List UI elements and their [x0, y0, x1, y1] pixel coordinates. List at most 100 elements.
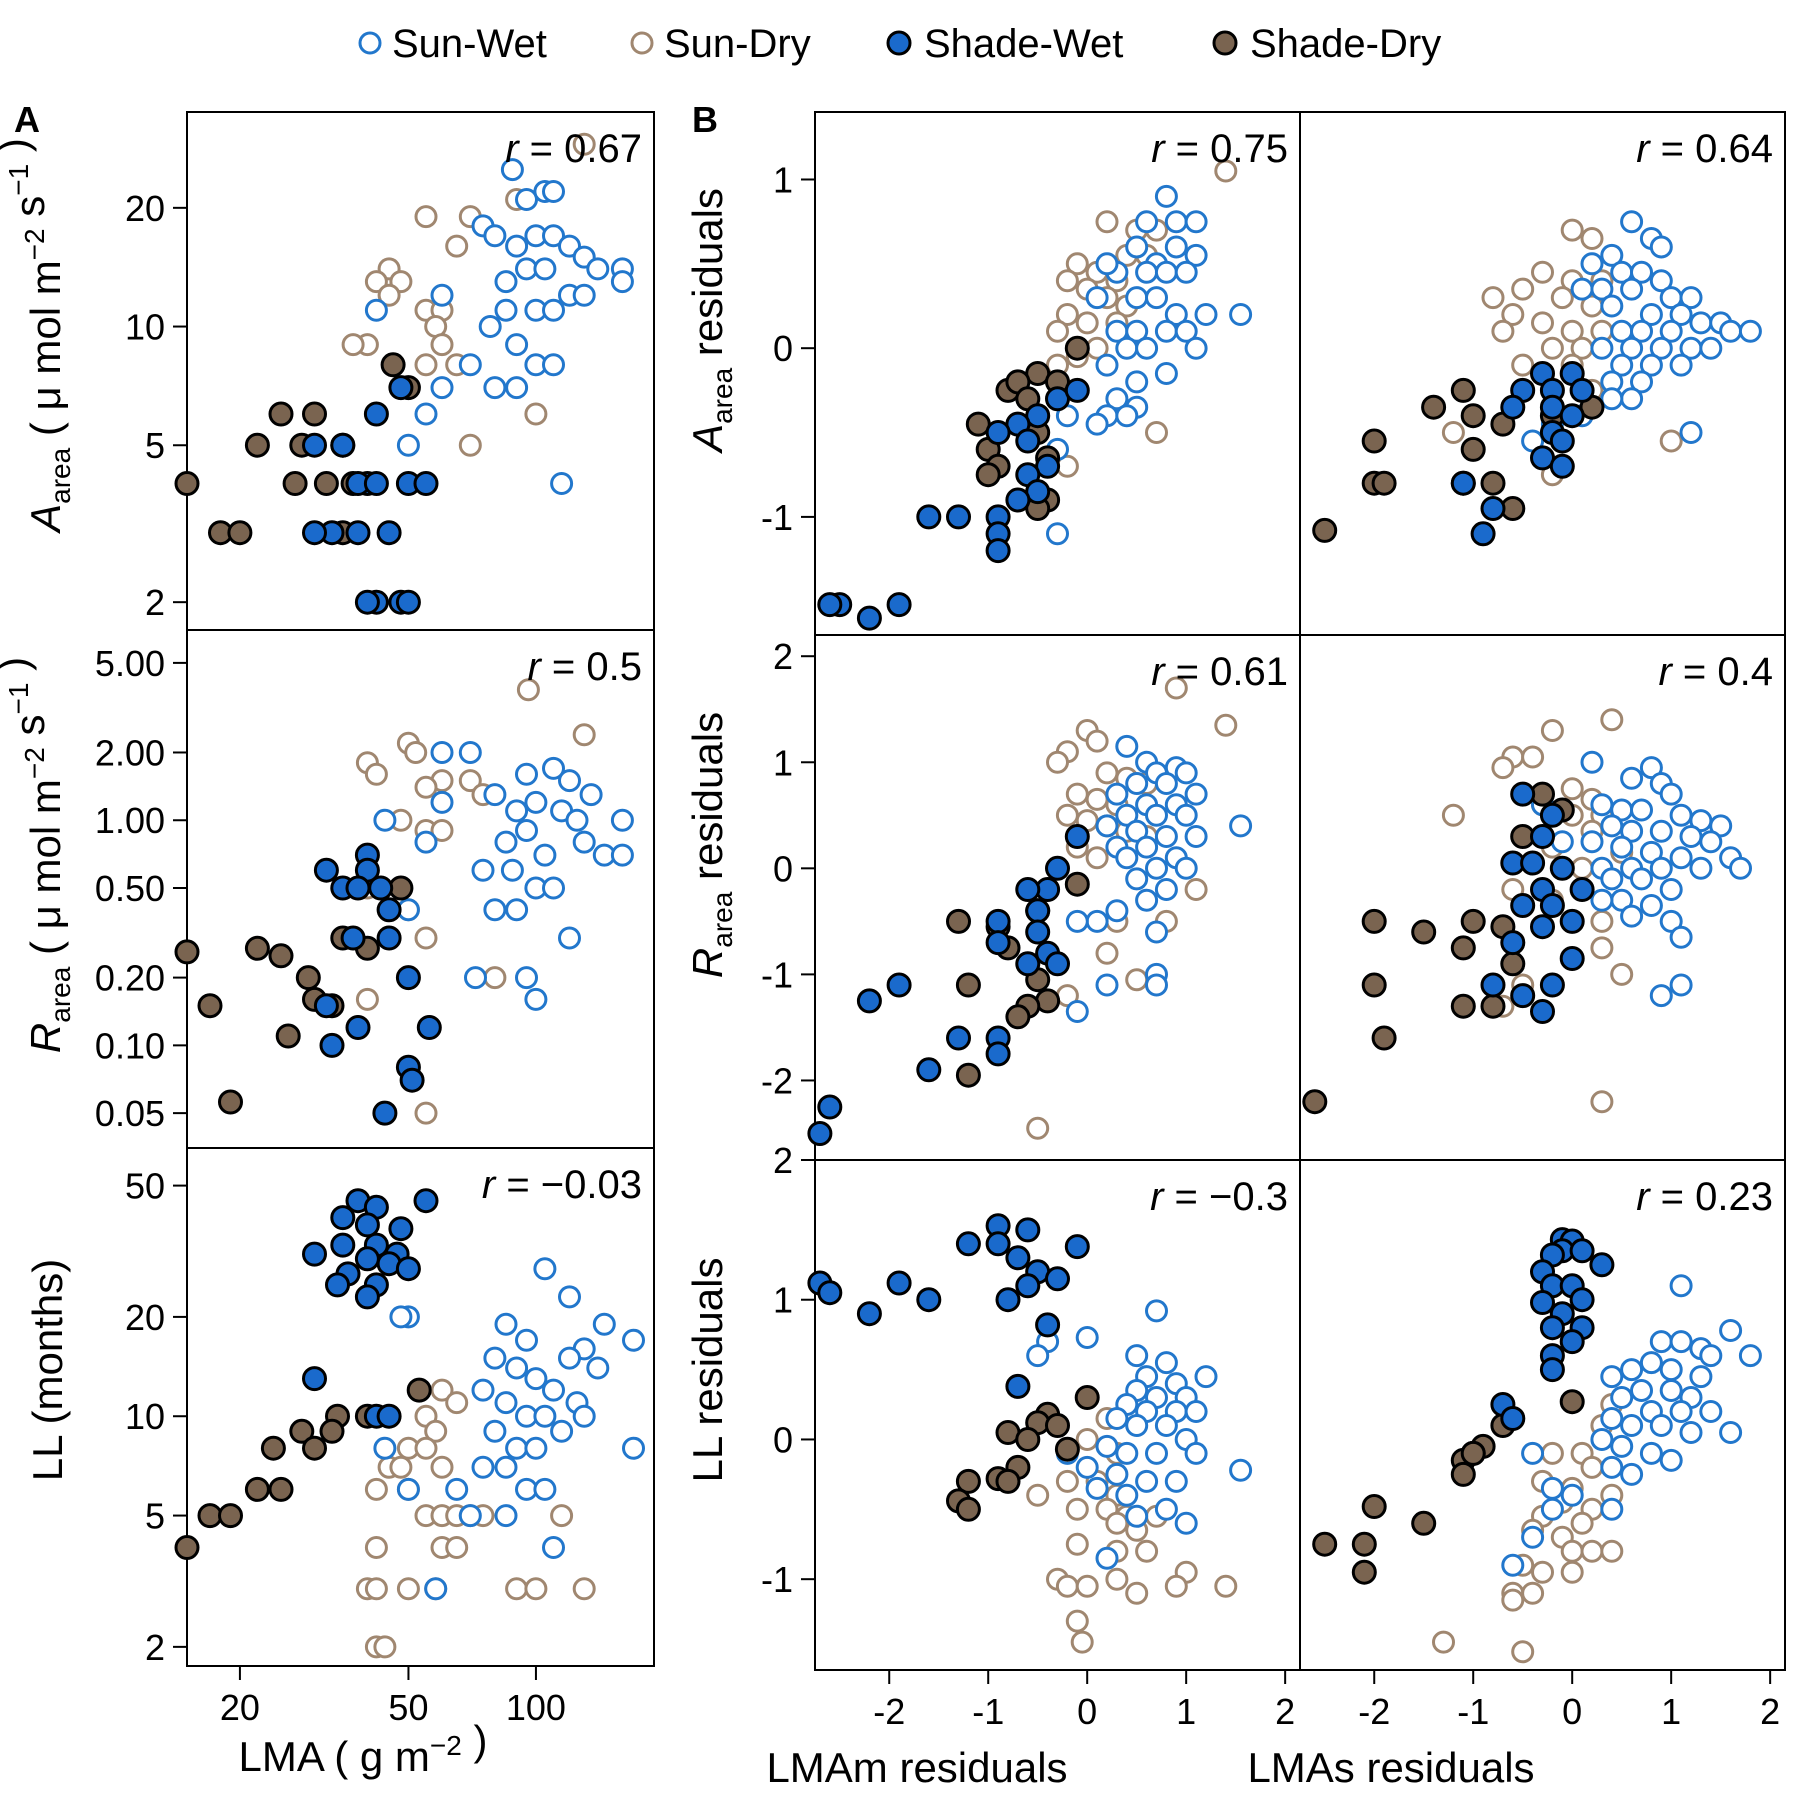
point-shade-dry — [244, 1476, 270, 1502]
point-sun-dry — [1540, 719, 1564, 742]
point-shade-wet — [1539, 1315, 1565, 1341]
point-sun-wet — [1125, 819, 1149, 843]
point-shade-wet — [354, 589, 380, 615]
point-shade-wet — [1480, 496, 1506, 521]
point-shade-wet — [856, 988, 882, 1014]
point-shade-dry — [1302, 1089, 1328, 1115]
r-annotation: r = 0.61 — [1151, 650, 1288, 694]
y-tick-label: 2.00 — [95, 732, 165, 773]
point-sun-wet — [505, 376, 529, 400]
point-shade-wet — [302, 520, 327, 546]
legend-item-shade-dry: Shade-Dry — [1212, 22, 1441, 66]
point-shade-wet — [376, 897, 402, 923]
point-shade-wet — [330, 1205, 356, 1231]
point-shade-wet — [376, 520, 402, 546]
point-shade-dry — [302, 401, 327, 427]
point-sun-wet — [1699, 336, 1723, 360]
point-sun-wet — [471, 1455, 495, 1479]
point-shade-wet — [363, 471, 389, 496]
point-shade-dry — [1450, 377, 1476, 403]
point-shade-dry — [1351, 1559, 1377, 1585]
point-sun-wet — [1738, 1344, 1762, 1368]
point-sun-wet — [373, 1436, 397, 1460]
point-sun-wet — [1184, 1400, 1208, 1423]
point-sun-wet — [1229, 303, 1253, 326]
point-sun-wet — [1154, 260, 1178, 284]
point-shade-wet — [1530, 1290, 1555, 1315]
point-sun-dry — [373, 1635, 397, 1659]
point-sun-wet — [1649, 269, 1673, 293]
point-sun-wet — [1659, 1448, 1683, 1472]
point-sun-wet — [430, 790, 454, 814]
point-sun-wet — [524, 790, 548, 814]
point-sun-dry — [445, 1391, 469, 1415]
point-sun-dry — [1590, 936, 1614, 960]
point-sun-wet — [1174, 761, 1198, 785]
y-tick-label: 0 — [773, 1419, 793, 1460]
point-shade-dry — [1312, 517, 1338, 543]
point-sun-wet — [1164, 303, 1188, 326]
point-shade-dry — [1054, 1436, 1080, 1462]
point-sun-dry — [364, 1477, 388, 1501]
point-sun-wet — [1125, 235, 1149, 259]
point-shade-wet — [395, 589, 421, 615]
point-shade-wet — [413, 1188, 439, 1214]
point-sun-dry — [1560, 218, 1584, 242]
x-tick-label: 0 — [1077, 1691, 1097, 1732]
point-sun-wet — [558, 1346, 581, 1370]
point-sun-wet — [1610, 1386, 1634, 1409]
point-sun-dry — [1055, 1469, 1079, 1493]
point-sun-wet — [1115, 734, 1139, 758]
point-shade-wet — [1025, 919, 1051, 945]
point-sun-wet — [494, 270, 518, 294]
plot-b-ll-lmam: -1 0 1 2 -2 -1 0 1 2 r = −0.3 — [761, 1140, 1301, 1732]
point-shade-wet — [985, 420, 1011, 445]
point-sun-wet — [1105, 899, 1129, 923]
point-sun-wet — [1145, 286, 1168, 310]
y-tick-label: 1.00 — [95, 800, 165, 841]
x-tick-label: 20 — [220, 1687, 260, 1728]
point-shade-dry — [197, 1503, 223, 1529]
point-sun-wet — [533, 257, 557, 281]
point-sun-dry — [1590, 1090, 1614, 1114]
r-annotation: r = 0.5 — [527, 645, 642, 689]
point-sun-wet — [1729, 856, 1752, 880]
point-sun-dry — [355, 987, 379, 1011]
point-sun-wet — [1154, 362, 1178, 385]
legend-label-sun-dry: Sun-Dry — [664, 22, 811, 66]
point-sun-wet — [1135, 1469, 1159, 1493]
point-sun-wet — [1075, 1326, 1099, 1349]
y-tick-label: 0 — [773, 328, 793, 369]
point-sun-wet — [542, 298, 565, 322]
point-shade-wet — [376, 1403, 402, 1429]
x-tick-label: 2 — [1760, 1691, 1780, 1732]
plot-frame — [186, 1147, 655, 1667]
x-tick-label: -2 — [873, 1691, 905, 1732]
point-shade-wet — [376, 925, 402, 951]
point-sun-wet — [1580, 252, 1604, 276]
point-shade-wet — [817, 592, 843, 618]
point-sun-wet — [1600, 814, 1624, 838]
point-sun-wet — [1659, 319, 1683, 343]
point-sun-dry — [1432, 1630, 1455, 1654]
point-sun-dry — [445, 1536, 469, 1559]
point-sun-wet — [1600, 867, 1624, 891]
point-sun-wet — [1719, 1319, 1743, 1342]
point-sun-wet — [622, 1436, 645, 1460]
point-shade-wet — [817, 1280, 843, 1306]
point-sun-wet — [1679, 1421, 1703, 1444]
point-sun-dry — [1135, 1539, 1159, 1563]
y-tick-label: 1 — [773, 1280, 793, 1321]
point-sun-wet — [1164, 235, 1188, 259]
point-sun-wet — [550, 472, 574, 495]
point-shade-wet — [916, 1057, 942, 1083]
point-sun-wet — [1145, 973, 1168, 997]
point-sun-wet — [1689, 856, 1713, 880]
y-tick-label: 2 — [773, 636, 793, 677]
b-y-title-rarea: Rarea residuals — [684, 712, 738, 978]
b-y-title-aarea-var: A — [684, 424, 731, 455]
point-shade-wet — [946, 504, 971, 530]
legend-label-shade-wet: Shade-Wet — [924, 22, 1123, 66]
point-sun-wet — [464, 966, 487, 990]
point-sun-wet — [524, 1367, 548, 1391]
